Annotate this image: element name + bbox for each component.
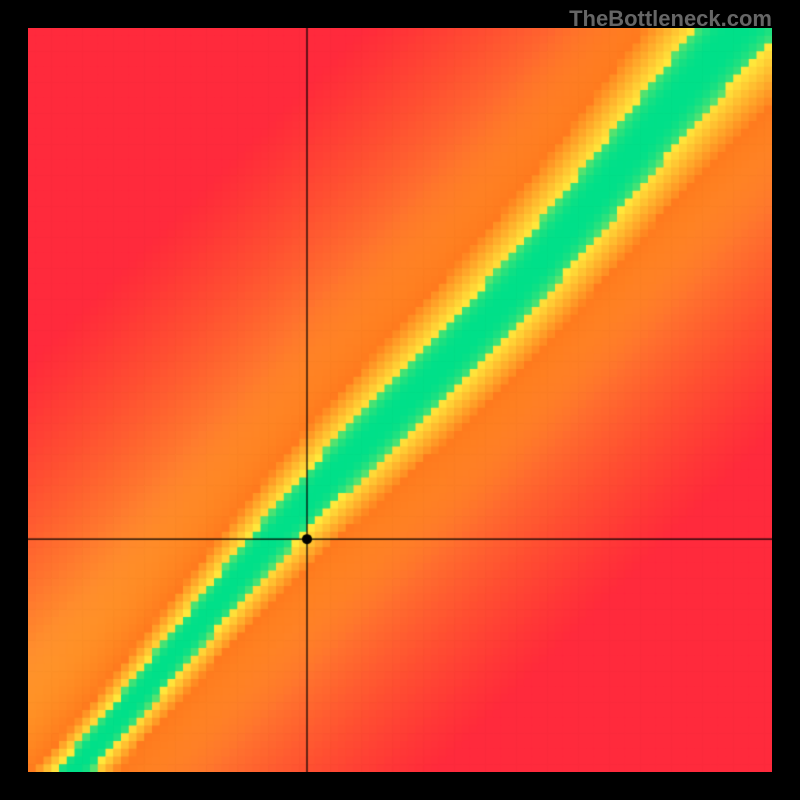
watermark-text: TheBottleneck.com [569, 6, 772, 32]
bottleneck-heatmap [28, 28, 772, 772]
chart-frame: TheBottleneck.com [0, 0, 800, 800]
